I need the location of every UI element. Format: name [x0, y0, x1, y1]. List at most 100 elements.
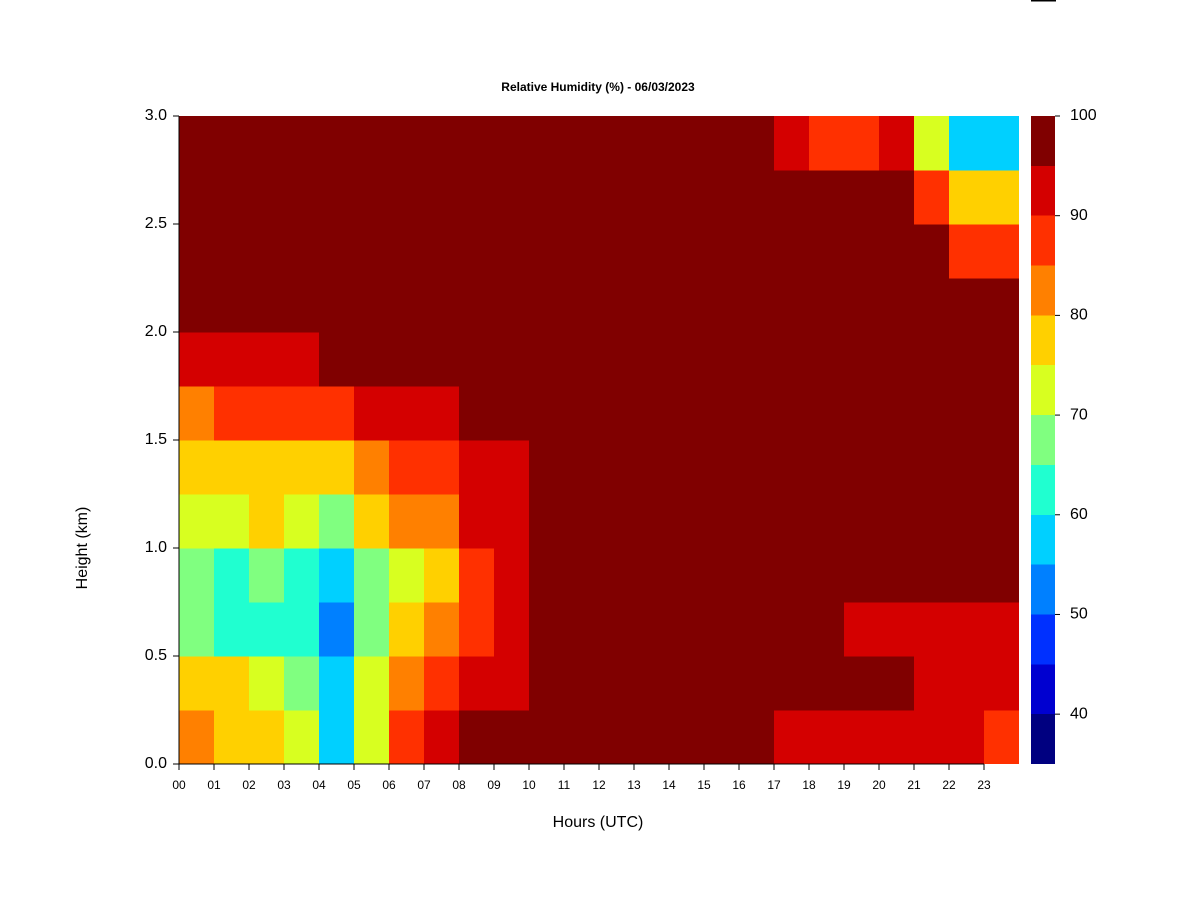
heatmap-cell: [389, 278, 425, 333]
heatmap-cell: [599, 170, 635, 225]
heatmap-cell: [669, 710, 705, 764]
heatmap-cell: [774, 116, 810, 171]
heatmap-cell: [599, 386, 635, 441]
x-tick-label: 00: [172, 778, 186, 792]
heatmap-cell: [494, 494, 530, 549]
heatmap-cell: [179, 278, 215, 333]
heatmap-cell: [249, 494, 285, 549]
heatmap-cell: [879, 170, 915, 225]
heatmap-cell: [914, 710, 950, 764]
heatmap-cell: [529, 116, 565, 171]
heatmap-cell: [459, 710, 495, 764]
heatmap-cell: [704, 548, 740, 603]
heatmap-cell: [669, 386, 705, 441]
heatmap-cell: [739, 170, 775, 225]
heatmap-cell: [739, 602, 775, 657]
heatmap-cell: [634, 116, 670, 171]
heatmap-cell: [984, 386, 1019, 441]
heatmap-cell: [704, 656, 740, 711]
heatmap-cell: [774, 170, 810, 225]
x-tick-label: 18: [802, 778, 816, 792]
heatmap-cell: [179, 440, 215, 495]
heatmap-cell: [179, 494, 215, 549]
heatmap-cell: [844, 116, 880, 171]
heatmap-cell: [214, 494, 250, 549]
heatmap-cell: [984, 710, 1019, 764]
x-tick-label: 07: [417, 778, 431, 792]
heatmap-cell: [669, 116, 705, 171]
x-tick-label: 19: [837, 778, 851, 792]
heatmap-cell: [984, 440, 1019, 495]
heatmap-cell: [879, 494, 915, 549]
heatmap-cell: [284, 170, 320, 225]
heatmap-cell: [529, 170, 565, 225]
heatmap-cell: [599, 332, 635, 387]
heatmap-cell: [634, 332, 670, 387]
heatmap-cell: [949, 386, 985, 441]
heatmap-cell: [949, 548, 985, 603]
heatmap-cell: [459, 170, 495, 225]
heatmap-cell: [459, 548, 495, 603]
x-tick-label: 05: [347, 778, 361, 792]
heatmap-cell: [739, 278, 775, 333]
heatmap-cell: [424, 602, 460, 657]
x-tick-label: 14: [662, 778, 676, 792]
x-axis-label: Hours (UTC): [553, 814, 644, 831]
heatmap-cell: [319, 656, 355, 711]
heatmap-cell: [529, 710, 565, 764]
x-tick-label: 06: [382, 778, 396, 792]
y-axis-label: Height (km): [74, 507, 91, 590]
heatmap-cell: [984, 494, 1019, 549]
heatmap-cell: [984, 116, 1019, 171]
colorbar-band: [1031, 564, 1055, 615]
heatmap-cell: [704, 494, 740, 549]
colorbar-band: [1031, 514, 1055, 565]
heatmap-cell: [914, 656, 950, 711]
heatmap-cell: [389, 224, 425, 279]
heatmap-cell: [179, 602, 215, 657]
heatmap-cell: [284, 494, 320, 549]
x-tick-label: 20: [872, 778, 886, 792]
heatmap-cell: [704, 116, 740, 171]
heatmap-cell: [494, 548, 530, 603]
heatmap-cell: [669, 278, 705, 333]
x-tick-label: 01: [207, 778, 221, 792]
y-tick-label: 0.0: [145, 755, 167, 772]
x-tick-label: 09: [487, 778, 501, 792]
heatmap-cell: [214, 278, 250, 333]
heatmap-cell: [599, 116, 635, 171]
heatmap-cell: [424, 116, 460, 171]
heatmap-cell: [704, 224, 740, 279]
heatmap-cell: [949, 440, 985, 495]
heatmap-cell: [809, 440, 845, 495]
heatmap-cell: [669, 548, 705, 603]
heatmap-cell: [389, 494, 425, 549]
heatmap-cell: [634, 440, 670, 495]
heatmap-cell: [809, 224, 845, 279]
heatmap-cell: [599, 710, 635, 764]
heatmap-cell: [179, 116, 215, 171]
heatmap-cell: [809, 548, 845, 603]
heatmap-cell: [529, 602, 565, 657]
x-tick-label: 21: [907, 778, 921, 792]
heatmap-cell: [599, 440, 635, 495]
heatmap-cell: [564, 332, 600, 387]
heatmap-cell: [669, 602, 705, 657]
heatmap-cell: [599, 656, 635, 711]
heatmap-cell: [599, 278, 635, 333]
heatmap-cell: [389, 602, 425, 657]
heatmap-cell: [459, 224, 495, 279]
heatmap-cell: [739, 494, 775, 549]
heatmap-cell: [249, 656, 285, 711]
heatmap-cell: [424, 440, 460, 495]
heatmap-cell: [319, 116, 355, 171]
x-tick-label: 04: [312, 778, 326, 792]
heatmap-cell: [634, 494, 670, 549]
heatmap-cell: [249, 224, 285, 279]
heatmap-cell: [634, 224, 670, 279]
heatmap-cell: [634, 710, 670, 764]
colorbar-band: [1031, 165, 1055, 216]
heatmap-cell: [844, 710, 880, 764]
heatmap-cell: [949, 116, 985, 171]
heatmap-cell: [319, 710, 355, 764]
